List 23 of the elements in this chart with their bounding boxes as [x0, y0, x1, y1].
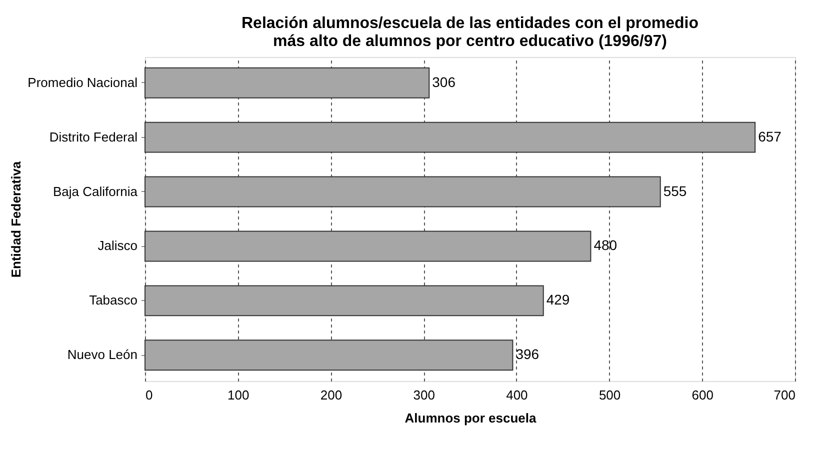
x-tick-label: 300	[413, 388, 435, 402]
chart-title: Relación alumnos/escuela de las entidades con el promedio más alto de alumnos por centro educativo (1996/97)	[241, 15, 699, 50]
x-tick-label: 500	[598, 388, 621, 402]
x-tick-label: 0	[146, 388, 153, 402]
y-tick-label: Distrito Federal	[49, 129, 138, 144]
x-tick-label: 700	[774, 388, 796, 402]
data-label: 555	[663, 182, 687, 199]
x-axis-title: Alumnos por escuela	[404, 410, 538, 426]
data-label: 480	[594, 237, 618, 254]
y-tick-label: Baja California	[52, 184, 138, 199]
x-tick-label: 600	[692, 388, 714, 402]
x-tick-label: 400	[506, 388, 528, 402]
data-label: 657	[758, 128, 782, 144]
x-tick-label: 100	[228, 388, 250, 402]
y-tick-label: Tabasco	[89, 292, 138, 308]
data-label: 306	[432, 74, 456, 90]
data-label: 429	[546, 292, 570, 308]
data-label: 396	[516, 346, 540, 362]
x-tick-label: 200	[320, 388, 342, 402]
y-tick-label: Promedio Nacional	[28, 74, 138, 90]
y-tick-label: Nuevo León	[67, 347, 138, 362]
y-tick-label: Jalisco	[98, 238, 138, 254]
y-axis-title: Entidad Federativa	[8, 160, 24, 278]
